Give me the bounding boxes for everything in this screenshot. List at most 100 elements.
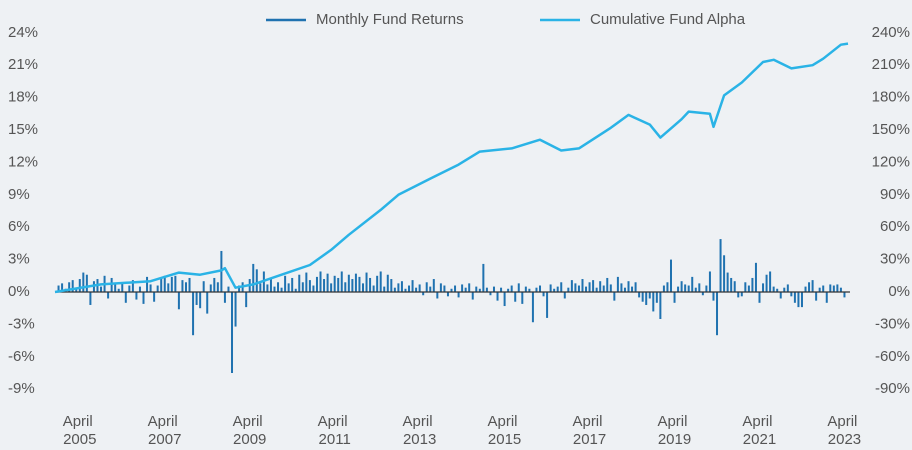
bar xyxy=(153,292,156,302)
bar xyxy=(783,287,786,292)
y-tick-label: -3% xyxy=(8,315,35,332)
bar xyxy=(227,286,230,292)
bar xyxy=(669,259,672,292)
bar xyxy=(202,281,205,292)
bar xyxy=(57,285,60,292)
bar xyxy=(160,279,163,292)
bar xyxy=(287,283,290,292)
bar xyxy=(655,292,658,303)
bar xyxy=(85,274,88,292)
bar xyxy=(620,283,623,292)
bar xyxy=(89,292,92,305)
y2-tick-label: 150% xyxy=(872,121,910,138)
y-tick-label: -6% xyxy=(8,348,35,365)
bar xyxy=(769,271,772,292)
bar xyxy=(397,283,400,292)
bar xyxy=(439,283,442,292)
bar xyxy=(361,283,364,292)
bar xyxy=(567,287,570,292)
bar xyxy=(323,279,326,292)
bar xyxy=(641,292,644,302)
bar xyxy=(843,292,846,298)
y2-tick-label: 240% xyxy=(872,24,910,41)
bar xyxy=(790,292,793,297)
bar xyxy=(188,277,191,292)
bar xyxy=(390,279,393,292)
bar xyxy=(691,276,694,292)
bar xyxy=(503,292,506,307)
bar xyxy=(238,285,241,292)
y-tick-label: 21% xyxy=(8,56,38,73)
bar xyxy=(786,284,789,292)
bar xyxy=(372,285,375,292)
bar xyxy=(351,279,354,292)
bar xyxy=(75,287,78,292)
bar xyxy=(344,282,347,292)
bar xyxy=(694,287,697,292)
bar xyxy=(535,287,538,292)
y2-tick-label: 180% xyxy=(872,89,910,106)
bar xyxy=(595,287,598,292)
bar xyxy=(121,282,124,292)
bar xyxy=(723,255,726,292)
bar xyxy=(698,283,701,292)
bar xyxy=(627,281,630,292)
bar xyxy=(521,292,524,304)
bar xyxy=(418,284,421,292)
bar xyxy=(354,273,357,292)
y2-tick-label: 0% xyxy=(888,283,910,300)
bar xyxy=(726,272,729,292)
bar xyxy=(751,277,754,292)
bar xyxy=(71,280,74,292)
bar xyxy=(429,286,432,292)
bar xyxy=(577,285,580,292)
bar xyxy=(206,292,209,314)
bar xyxy=(312,285,315,292)
bar xyxy=(687,285,690,292)
bar xyxy=(231,292,234,373)
bar xyxy=(330,283,333,292)
bar xyxy=(131,280,134,292)
y-tick-label: 15% xyxy=(8,121,38,138)
bar xyxy=(100,286,103,292)
bar xyxy=(415,287,418,292)
y-tick-label: 24% xyxy=(8,24,38,41)
bar xyxy=(507,288,510,292)
bar xyxy=(167,283,170,292)
bar xyxy=(708,271,711,292)
x-tick-label: April 2023 xyxy=(827,413,861,448)
bar xyxy=(609,284,612,292)
bar xyxy=(199,292,202,309)
bar xyxy=(454,285,457,292)
y2-tick-label: 30% xyxy=(880,251,910,268)
bar xyxy=(291,277,294,292)
y-tick-label: 18% xyxy=(8,89,38,106)
bar xyxy=(489,292,492,296)
bar xyxy=(255,269,258,292)
bar xyxy=(606,277,609,292)
bar xyxy=(308,280,311,292)
bar xyxy=(779,292,782,299)
bar xyxy=(613,292,616,301)
bar xyxy=(716,292,719,336)
bar xyxy=(422,292,425,296)
bar xyxy=(765,274,768,292)
bar xyxy=(762,283,765,292)
bar xyxy=(411,280,414,292)
x-tick-label: April 2017 xyxy=(572,413,606,448)
bar xyxy=(563,292,566,299)
bar xyxy=(432,279,435,292)
bar xyxy=(181,280,184,292)
bar xyxy=(705,285,708,292)
bar xyxy=(379,271,382,292)
bar xyxy=(177,292,180,310)
bar xyxy=(822,285,825,292)
x-tick-label: April 2019 xyxy=(657,413,691,448)
bar xyxy=(475,286,478,292)
bar xyxy=(195,292,198,305)
bar xyxy=(393,287,396,292)
bar xyxy=(425,282,428,292)
bar xyxy=(539,285,542,292)
bar xyxy=(524,286,527,292)
